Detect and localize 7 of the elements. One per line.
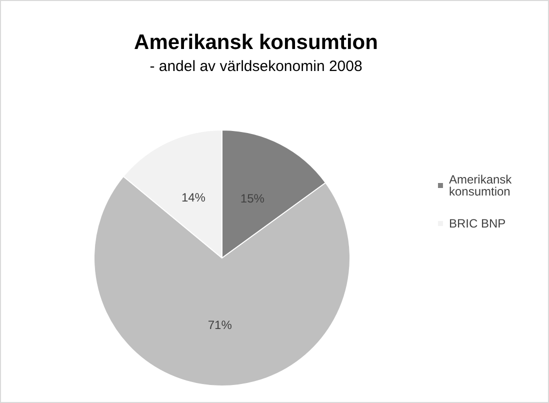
data-label: 15% [240, 191, 265, 206]
chart-subtitle: - andel av världsekonomin 2008 [150, 58, 362, 75]
data-label: 71% [208, 318, 232, 332]
legend-label: Amerikansk konsumtion [448, 172, 516, 198]
chart-title: Amerikansk konsumtion [134, 31, 378, 54]
legend-label: BRIC BNP [448, 216, 506, 230]
data-label: 14% [181, 190, 206, 204]
